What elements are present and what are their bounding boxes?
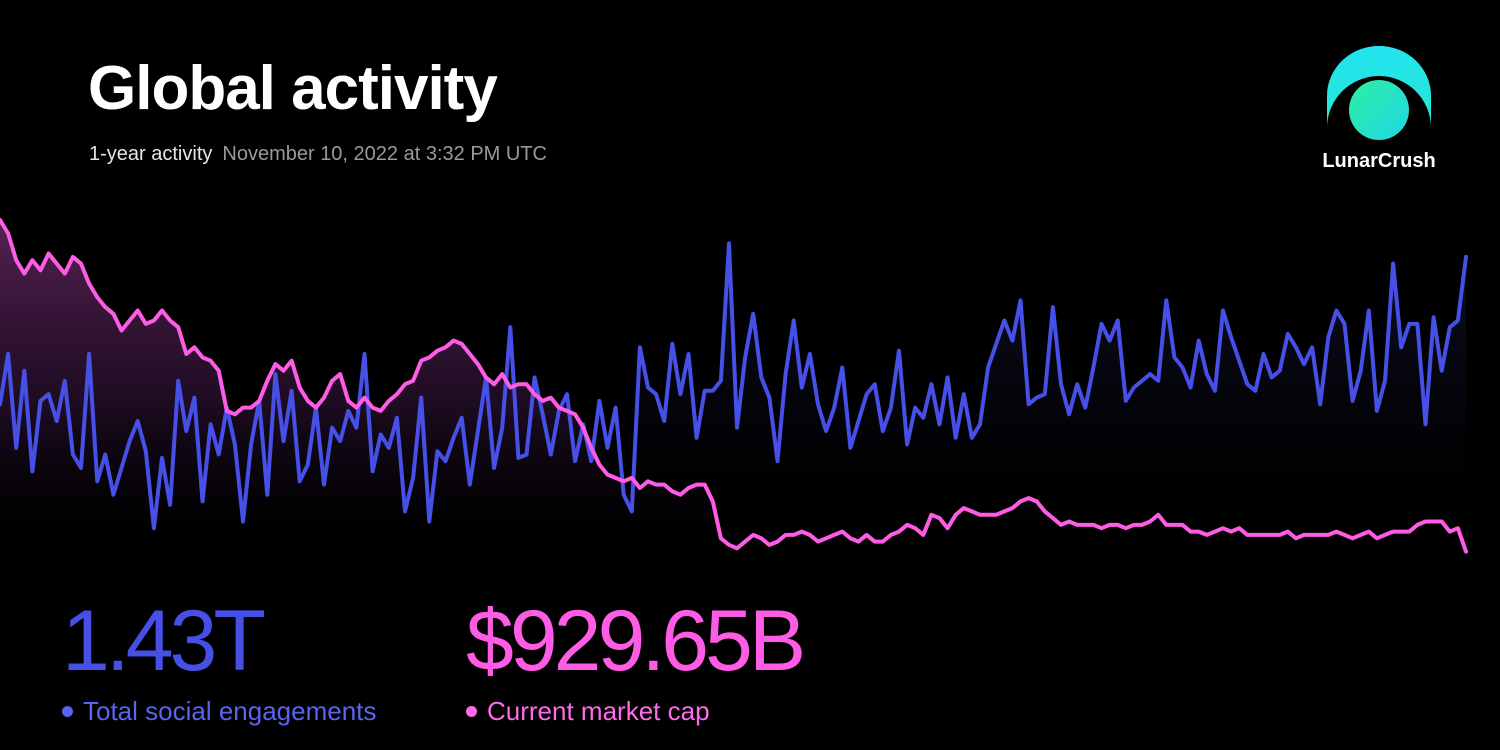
market-cap-stat: $929.65B Current market cap [466,593,806,724]
social-engagements-value: 1.43T [62,593,266,689]
series-area-1 [0,220,1466,555]
brand-logo: LunarCrush [1318,40,1440,180]
activity-chart [0,218,1468,555]
social-legend-dot-icon [62,705,73,717]
series-line-0 [0,241,1468,531]
timestamp-label: November 10, 2022 at 3:32 PM UTC [222,143,547,165]
market-cap-legend-dot-icon [466,705,477,717]
social-engagements-stat: 1.43T Total social engagements [62,598,376,724]
brand-name: LunarCrush [1322,150,1436,172]
social-engagements-label: Total social engagements [83,696,377,726]
market-cap-value: $929.65B [466,593,806,689]
page-title: Global activity [88,54,498,123]
chart-subtitle: 1-year activity November 10, 2022 at 3:32… [89,144,547,164]
social-engagements-legend: Total social engagements [62,698,376,724]
market-cap-label: Current market cap [487,696,710,726]
period-label: 1-year activity [89,143,213,165]
lunarcrush-logo-icon [1327,46,1431,140]
series-line-1 [0,218,1468,554]
market-cap-legend: Current market cap [466,698,802,724]
